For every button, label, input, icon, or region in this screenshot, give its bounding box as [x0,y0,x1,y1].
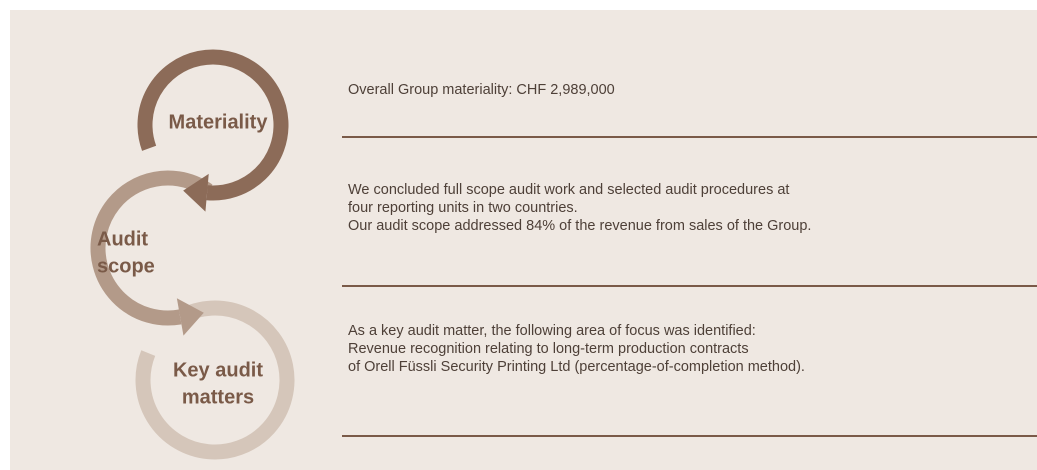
ring-arrow [183,173,209,212]
step-text: As a key audit matter, the following are… [348,323,756,339]
ring-arc [135,300,295,460]
step-label: scope [97,255,155,277]
step-text: of Orell Füssli Security Printing Ltd (p… [348,359,805,375]
step-text: Revenue recognition relating to long-ter… [348,341,749,357]
step-label: Materiality [169,111,269,133]
ring-arrow [176,298,204,336]
rings [90,49,295,460]
step-text: four reporting units in two countries. [348,200,578,216]
step-text: Our audit scope addressed 84% of the rev… [348,218,811,234]
step-label: Key audit [173,359,263,381]
step-label: Audit [97,228,148,250]
ring-arc [137,49,289,201]
step-label: matters [182,386,254,408]
step-text: We concluded full scope audit work and s… [348,182,789,198]
step-text: Overall Group materiality: CHF 2,989,000 [348,82,615,98]
panel [10,10,1037,470]
ring-arc [90,170,213,326]
